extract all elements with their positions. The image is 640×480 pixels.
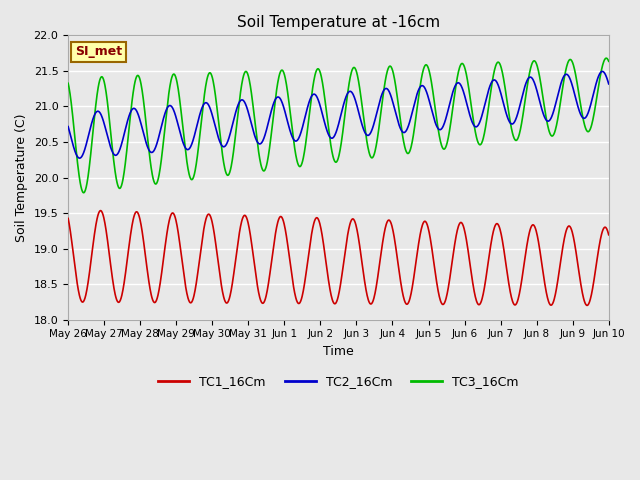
Legend: TC1_16Cm, TC2_16Cm, TC3_16Cm: TC1_16Cm, TC2_16Cm, TC3_16Cm: [153, 370, 524, 393]
X-axis label: Time: Time: [323, 345, 354, 358]
Text: SI_met: SI_met: [75, 45, 122, 58]
Title: Soil Temperature at -16cm: Soil Temperature at -16cm: [237, 15, 440, 30]
Y-axis label: Soil Temperature (C): Soil Temperature (C): [15, 113, 28, 242]
